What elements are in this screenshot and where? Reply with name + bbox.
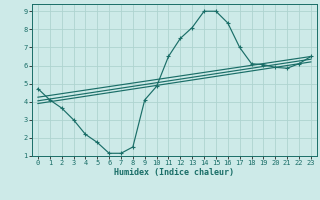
X-axis label: Humidex (Indice chaleur): Humidex (Indice chaleur) (115, 168, 234, 177)
